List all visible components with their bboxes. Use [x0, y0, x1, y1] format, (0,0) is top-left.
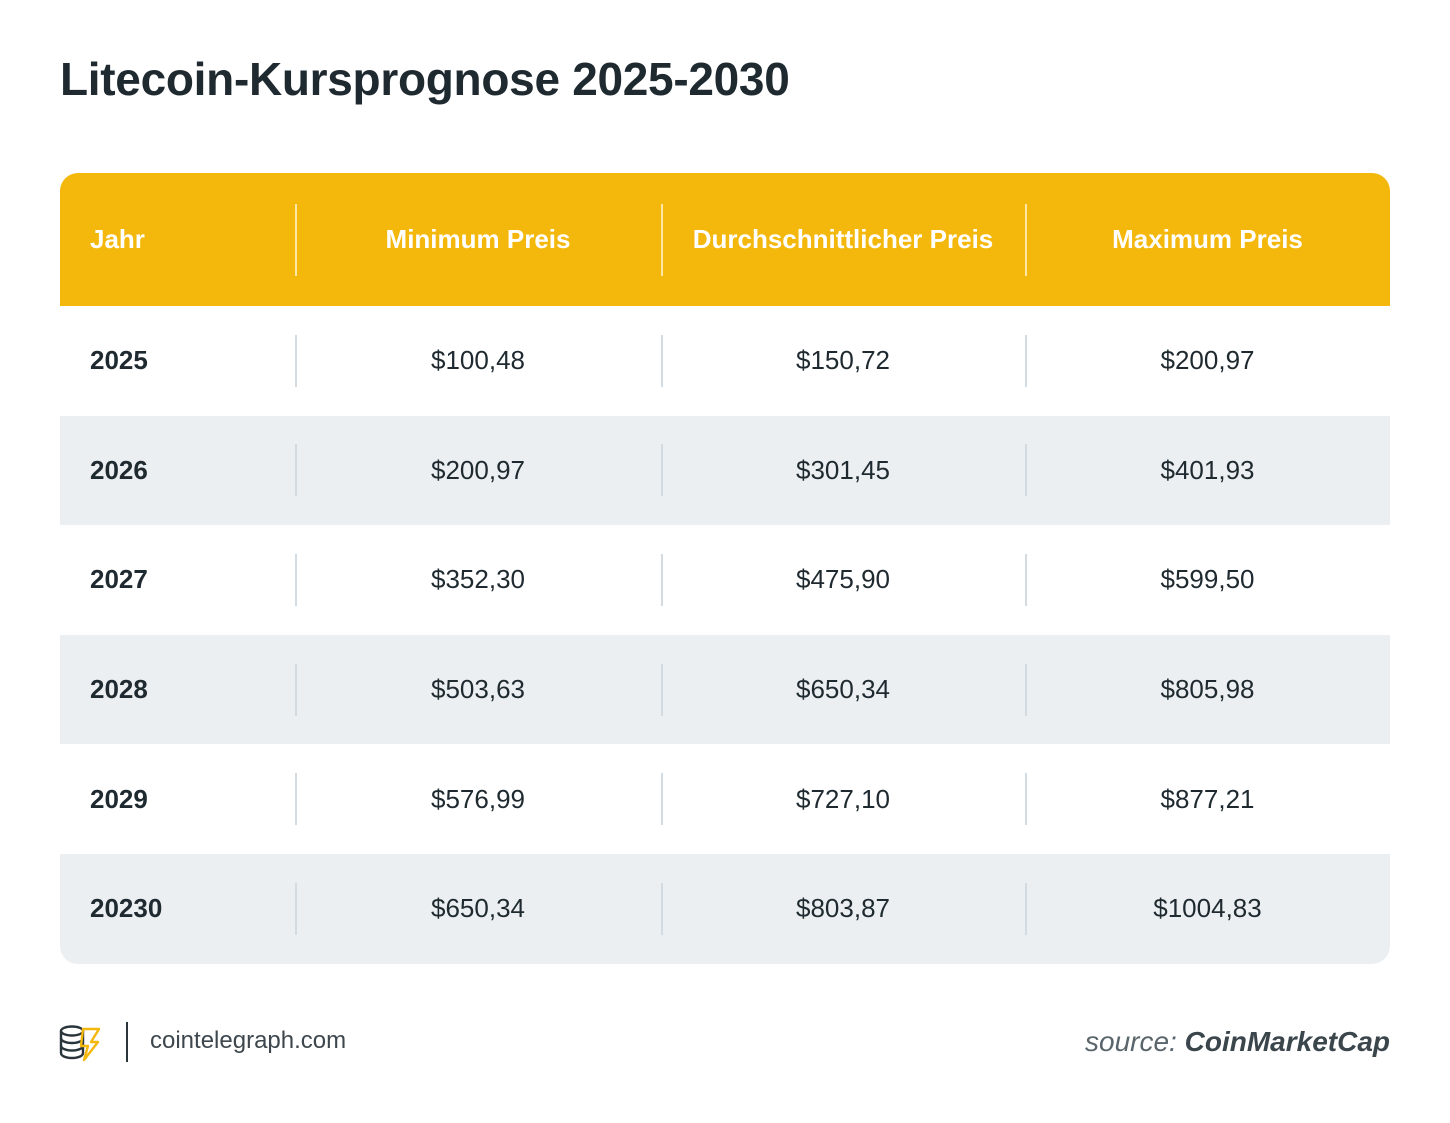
cell-avg-price: $150,72 [661, 306, 1025, 416]
cell-year: 2027 [90, 564, 148, 595]
cell-min-price: $576,99 [295, 744, 661, 854]
cell-max-price: $401,93 [1025, 416, 1390, 526]
cell-max-price: $200,97 [1025, 306, 1390, 416]
cell-max-price: $805,98 [1025, 635, 1390, 745]
header-year: Jahr [90, 224, 145, 254]
source-label: source: [1085, 1026, 1177, 1057]
cell-avg-price: $301,45 [661, 416, 1025, 526]
table-row: 2028 $503,63 $650,34 $805,98 [60, 634, 1390, 745]
cell-max-price: $599,50 [1025, 525, 1390, 635]
table-row: 2027 $352,30 $475,90 $599,50 [60, 525, 1390, 635]
table-row: 20230 $650,34 $803,87 $1004,83 [60, 853, 1390, 964]
cell-year: 2029 [90, 783, 148, 814]
footer-divider [126, 1022, 128, 1062]
cell-min-price: $200,97 [295, 416, 661, 526]
source-name: CoinMarketCap [1184, 1026, 1390, 1057]
cell-avg-price: $650,34 [661, 635, 1025, 745]
cell-year: 20230 [90, 893, 163, 924]
cell-avg-price: $727,10 [661, 744, 1025, 854]
cell-max-price: $877,21 [1025, 744, 1390, 854]
cointelegraph-logo-icon [58, 1022, 104, 1064]
page-title: Litecoin-Kursprognose 2025-2030 [60, 53, 790, 105]
cell-min-price: $650,34 [295, 854, 661, 964]
forecast-table: Jahr Minimum Preis Durchschnittlicher Pr… [60, 173, 1390, 964]
footer-source: source: CoinMarketCap [1085, 1026, 1390, 1058]
footer-site-link[interactable]: cointelegraph.com [150, 1027, 347, 1054]
cell-avg-price: $475,90 [661, 525, 1025, 635]
cell-min-price: $100,48 [295, 306, 661, 416]
cell-year: 2028 [90, 674, 148, 705]
cell-min-price: $503,63 [295, 635, 661, 745]
cell-avg-price: $803,87 [661, 854, 1025, 964]
cell-year: 2025 [90, 345, 148, 376]
cell-year: 2026 [90, 454, 148, 485]
table-row: 2025 $100,48 $150,72 $200,97 [60, 306, 1390, 416]
cell-min-price: $352,30 [295, 525, 661, 635]
cell-max-price: $1004,83 [1025, 854, 1390, 964]
table-row: 2029 $576,99 $727,10 $877,21 [60, 744, 1390, 854]
table-header-row: Jahr Minimum Preis Durchschnittlicher Pr… [60, 173, 1390, 306]
table-row: 2026 $200,97 $301,45 $401,93 [60, 415, 1390, 526]
header-avg-price: Durchschnittlicher Preis [661, 173, 1025, 306]
header-min-price: Minimum Preis [295, 173, 661, 306]
header-max-price: Maximum Preis [1025, 173, 1390, 306]
